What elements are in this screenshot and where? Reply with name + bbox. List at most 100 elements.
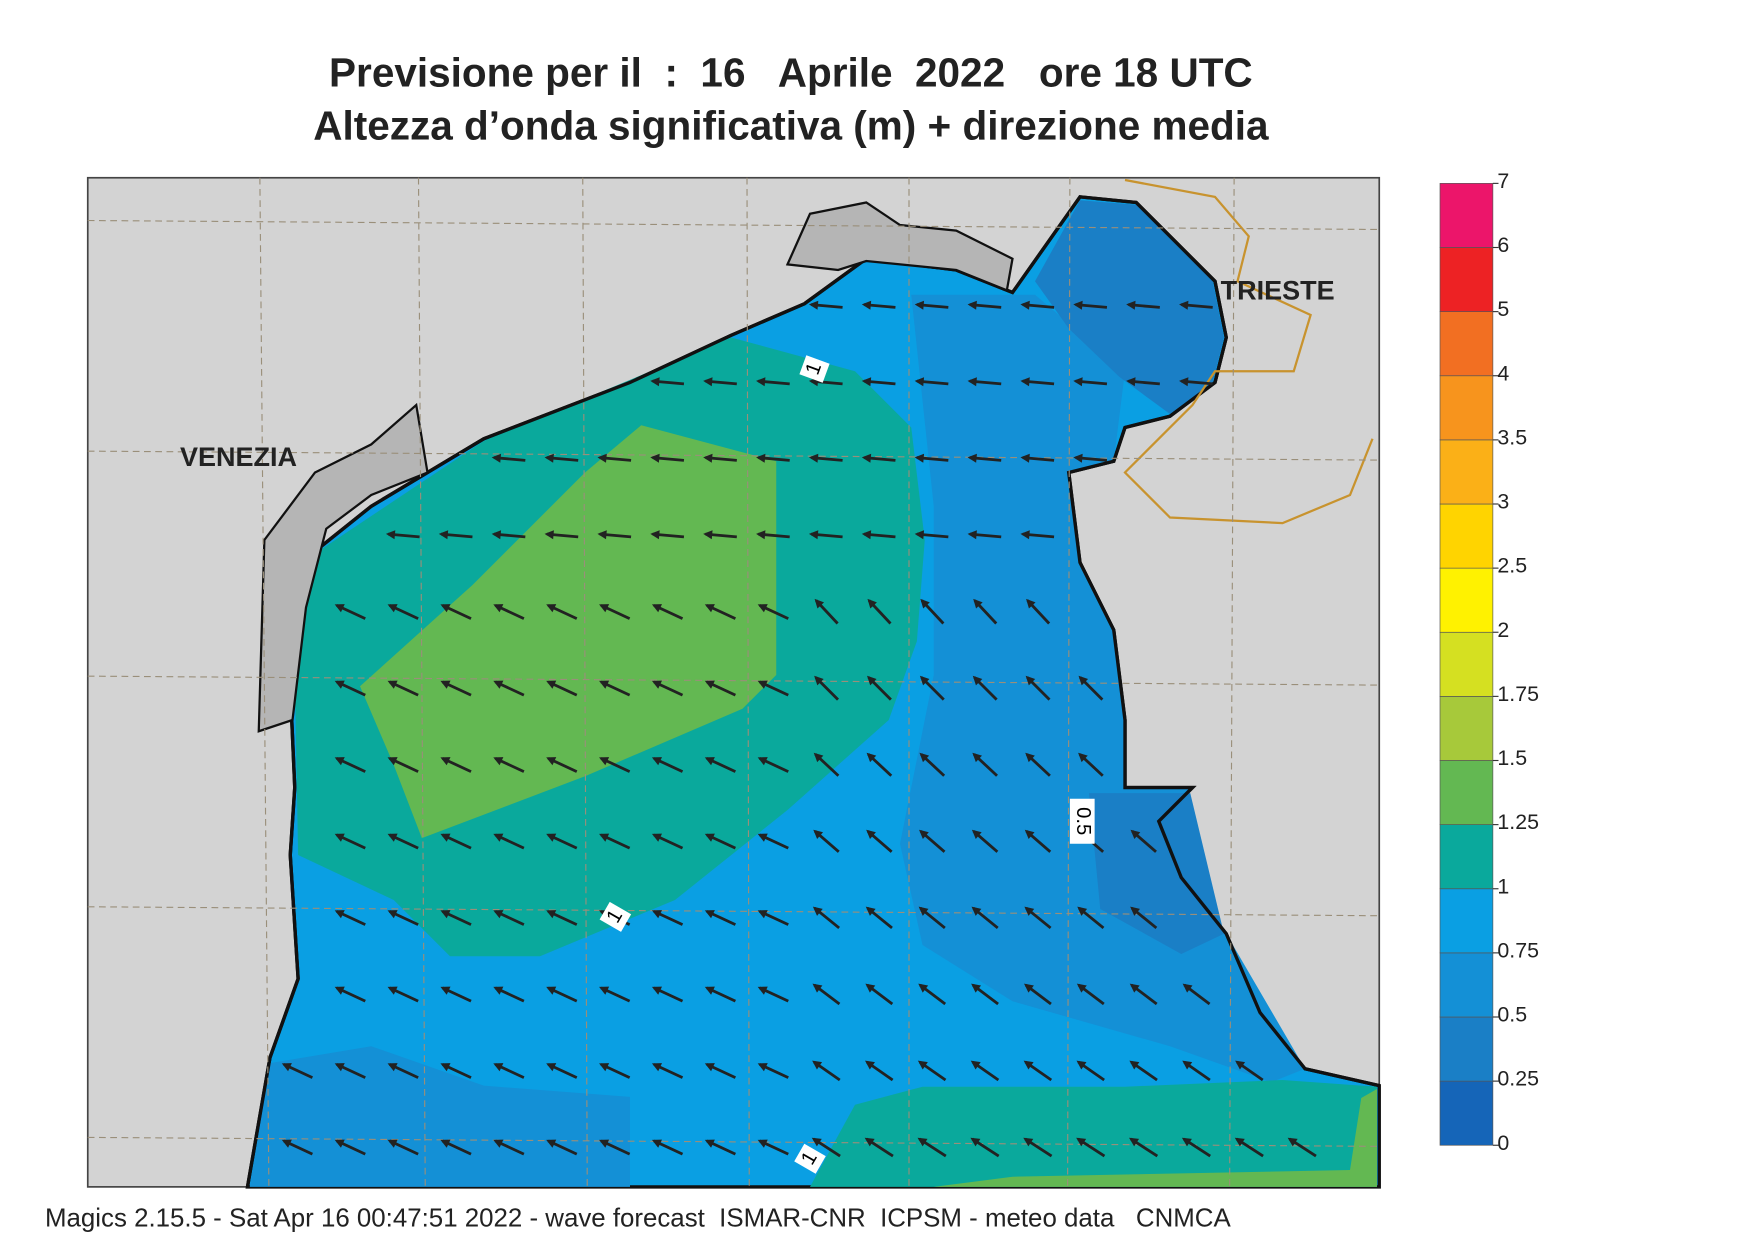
- colorbar-bin: [1439, 247, 1494, 312]
- arrow: [1181, 1137, 1211, 1158]
- arrow-head: [599, 833, 610, 842]
- arrow: [967, 530, 1002, 540]
- arrow: [1076, 1137, 1106, 1158]
- arrow-head: [651, 604, 662, 613]
- arrow: [814, 675, 840, 701]
- arrow-head: [703, 453, 713, 463]
- arrow-head: [757, 986, 768, 995]
- label-bg: [599, 901, 632, 932]
- colorbar-bin: [1439, 183, 1494, 248]
- arrow: [757, 680, 789, 697]
- arrow: [919, 829, 946, 853]
- arrow: [866, 829, 893, 853]
- arrow: [757, 604, 789, 620]
- arrow-head: [281, 1063, 292, 1072]
- arrow-head: [1234, 1137, 1245, 1147]
- arrow-head: [917, 1060, 928, 1070]
- arrow-head: [704, 986, 715, 995]
- arrow: [757, 910, 789, 926]
- arrow-head: [1078, 675, 1089, 686]
- arrow: [599, 604, 631, 620]
- arrow: [920, 598, 945, 625]
- colorbar-bin: [1439, 760, 1494, 825]
- arrow-head: [1073, 300, 1083, 310]
- arrow: [1020, 377, 1055, 387]
- arrow-head: [387, 986, 398, 995]
- arrow-head: [438, 530, 449, 540]
- colorbar-label: 5: [1497, 297, 1509, 321]
- colorbar-label: 2: [1497, 618, 1509, 642]
- arrow-head: [1130, 906, 1140, 916]
- arrow-head: [544, 453, 554, 463]
- arrow-head: [546, 757, 557, 766]
- arrow-head: [864, 1137, 875, 1147]
- arrow-head: [651, 680, 662, 689]
- arrow: [1129, 1137, 1159, 1158]
- arrow-head: [1287, 1137, 1298, 1147]
- arrow-head: [651, 757, 662, 766]
- grid-line: [87, 675, 1380, 686]
- arrow: [387, 1063, 419, 1079]
- arrow: [599, 1139, 631, 1156]
- arrow: [1025, 752, 1051, 777]
- arrow: [493, 1139, 525, 1156]
- colorbar-label: 0.75: [1497, 938, 1539, 962]
- arrow-head: [599, 757, 610, 766]
- colorbar-label: 1.5: [1497, 746, 1527, 770]
- arrow: [1077, 906, 1105, 930]
- arrow: [704, 604, 736, 620]
- contour-label: 0.5: [1072, 807, 1094, 835]
- arrow-head: [491, 530, 502, 540]
- arrow: [1234, 1137, 1264, 1158]
- arrow-head: [440, 1139, 451, 1148]
- arrow: [491, 530, 526, 540]
- arrow-head: [867, 598, 877, 609]
- arrow: [1182, 1060, 1211, 1082]
- arrow: [1023, 1060, 1053, 1082]
- arrow-head: [1026, 598, 1036, 609]
- arrow-head: [1076, 1137, 1087, 1147]
- contour-label-box: 0.5: [1069, 798, 1095, 844]
- arrow-head: [970, 1137, 981, 1147]
- arrow-head: [861, 453, 872, 463]
- arrow-head: [1025, 675, 1036, 686]
- arrow: [599, 757, 631, 773]
- arrow-head: [917, 1137, 928, 1147]
- place-label: VENEZIA: [180, 442, 297, 472]
- colorbar-bin: [1439, 439, 1494, 505]
- arrow: [1076, 1060, 1105, 1082]
- arrow: [973, 598, 998, 625]
- arrow-head: [1129, 983, 1140, 993]
- arrow: [334, 1063, 366, 1079]
- arrow-head: [866, 752, 877, 763]
- arrow: [546, 986, 578, 1003]
- arrow-head: [757, 757, 768, 766]
- arrow-head: [971, 906, 982, 916]
- arrow: [387, 910, 419, 926]
- arrow-head: [918, 906, 929, 916]
- arrow-head: [1076, 1060, 1087, 1070]
- arrow: [440, 986, 472, 1003]
- arrow: [1020, 530, 1055, 540]
- arrow: [651, 757, 684, 773]
- arrow: [757, 1063, 789, 1079]
- arrow-head: [703, 530, 713, 540]
- arrow-head: [1024, 906, 1035, 916]
- arrow: [967, 300, 1002, 310]
- wave-region: [900, 294, 1305, 1083]
- arrow-head: [651, 1063, 662, 1072]
- arrow: [970, 1060, 1000, 1082]
- arrow: [864, 1137, 894, 1158]
- grid-line: [87, 219, 1380, 231]
- arrow: [1023, 983, 1052, 1006]
- arrow-head: [1073, 377, 1083, 387]
- arrow-head: [1078, 752, 1088, 763]
- arrow: [1126, 300, 1160, 310]
- arrow: [704, 910, 736, 926]
- arrow: [704, 833, 736, 850]
- colorbar-label: 7: [1497, 169, 1509, 193]
- contour-label-box: 1: [599, 901, 632, 932]
- contour-label-box: 1: [794, 1143, 826, 1174]
- colorbar-label: 6: [1497, 233, 1509, 257]
- arrow-head: [970, 1060, 981, 1070]
